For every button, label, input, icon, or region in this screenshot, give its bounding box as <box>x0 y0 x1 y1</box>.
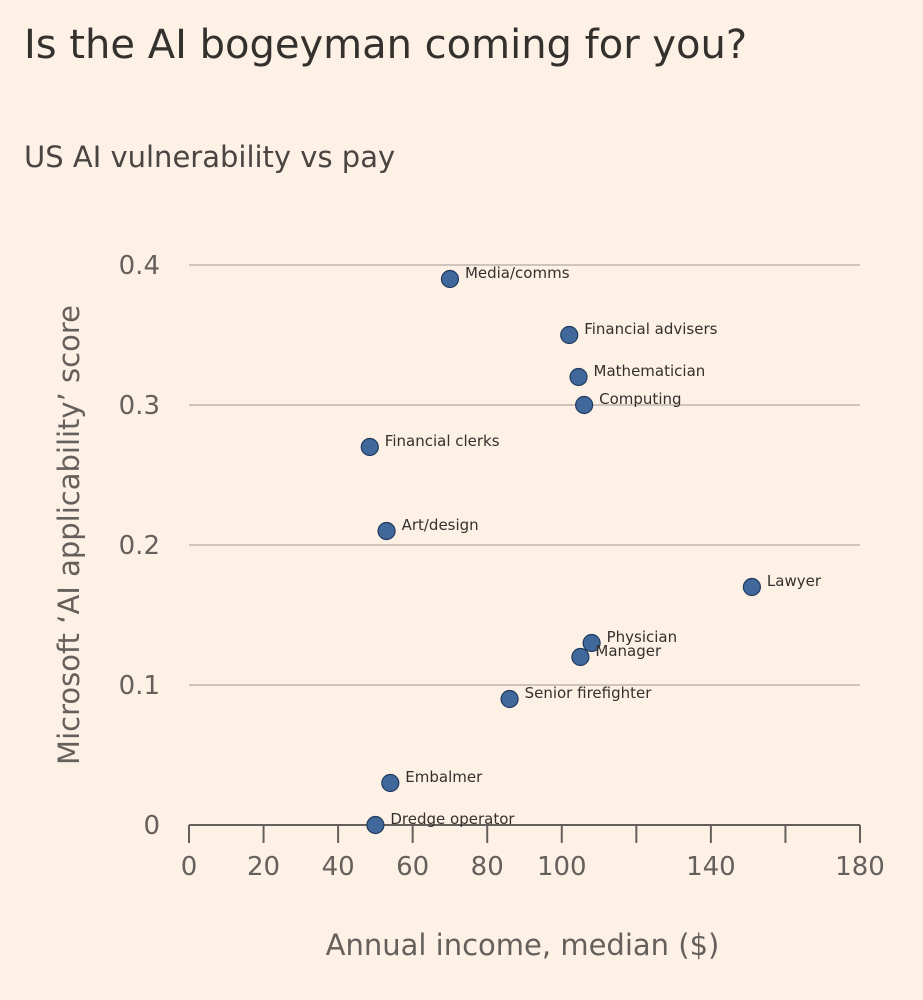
data-point-label: Media/comms <box>465 264 570 282</box>
data-point-label: Financial advisers <box>584 320 717 338</box>
x-tick-label: 40 <box>322 852 355 882</box>
labels-layer: Media/comms Financial advisers Mathematici… <box>385 264 822 828</box>
data-point-label: Dredge operator <box>390 810 515 828</box>
data-point <box>560 325 579 345</box>
y-tick-label: 0 <box>143 811 160 841</box>
chart-subtitle: US AI vulnerability vs pay <box>24 140 396 174</box>
data-point <box>742 577 761 597</box>
data-point-label: Manager <box>595 642 662 660</box>
x-tick-label: 140 <box>686 852 736 882</box>
data-point <box>366 815 385 835</box>
data-point-label: Physician <box>607 628 678 646</box>
data-point-label: Financial clerks <box>385 432 500 450</box>
data-point <box>575 395 594 415</box>
data-point <box>360 437 379 457</box>
y-tick-label: 0.2 <box>119 531 160 561</box>
x-tick-label: 60 <box>396 852 429 882</box>
chart-title: Is the AI bogeyman coming for you? <box>24 22 748 68</box>
points-layer <box>360 269 761 835</box>
data-point <box>569 367 588 387</box>
data-point-label: Lawyer <box>767 572 822 590</box>
data-point-label: Mathematician <box>594 362 706 380</box>
data-point <box>582 633 601 653</box>
x-tick-label: 20 <box>247 852 280 882</box>
data-point <box>571 647 590 667</box>
data-point <box>377 521 396 541</box>
grid-layer <box>189 264 860 686</box>
data-point-label: Embalmer <box>405 768 483 786</box>
y-tick-label: 0.3 <box>119 391 160 421</box>
data-point <box>500 689 519 709</box>
data-point-label: Computing <box>599 390 681 408</box>
data-point-label: Senior firefighter <box>525 684 653 702</box>
data-point <box>440 269 460 289</box>
data-point <box>381 773 400 793</box>
x-tick-label: 180 <box>835 852 885 882</box>
x-tick-label: 0 <box>181 852 198 882</box>
axis-layer: 0 0.1 0.2 0.3 0.4 0 20 40 60 80 100 140 180 <box>119 251 885 882</box>
y-tick-label: 0.4 <box>119 251 160 281</box>
x-tick-label: 100 <box>537 852 587 882</box>
x-axis-title: Annual income, median ($) <box>326 928 720 962</box>
data-point-label: Art/design <box>402 516 479 534</box>
x-tick-label: 80 <box>471 852 504 882</box>
y-axis-title: Microsoft ‘AI applicability’ score <box>52 305 86 765</box>
y-tick-label: 0.1 <box>119 671 160 701</box>
